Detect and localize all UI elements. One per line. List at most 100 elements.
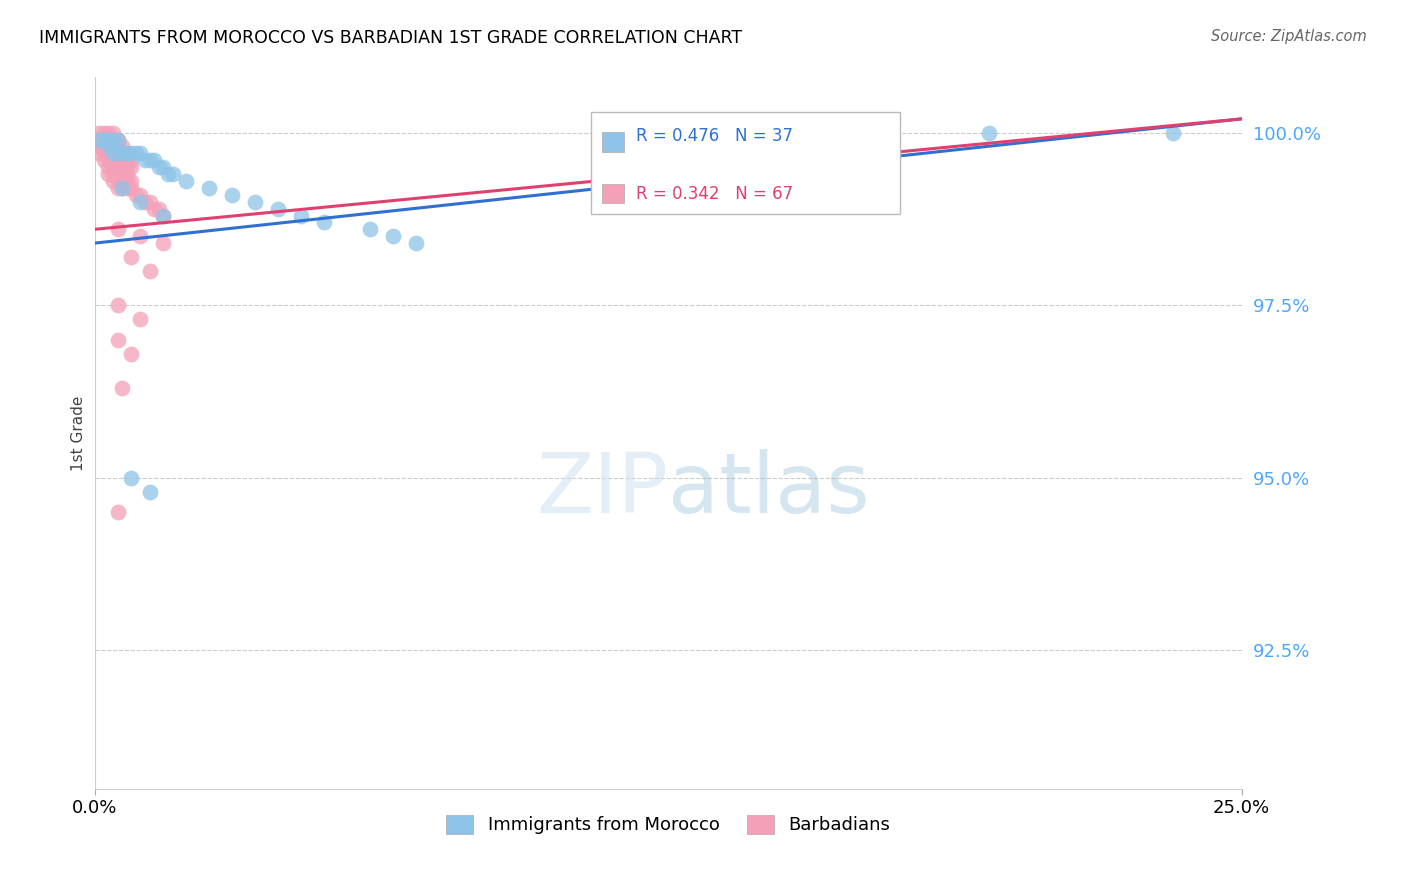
Point (107, 174, 129, 188)
Point (129, 229, 152, 244)
Point (101, 146, 124, 161)
Point (93, 132, 115, 146)
Point (120, 160, 142, 174)
Point (89, 139, 111, 153)
Point (120, 146, 142, 161)
Point (312, 215, 335, 229)
Point (129, 312, 152, 326)
Point (101, 167, 124, 181)
Point (120, 250, 142, 264)
Point (93, 126, 115, 140)
Point (115, 160, 138, 174)
Text: atlas: atlas (668, 450, 870, 531)
Point (111, 181, 134, 195)
Point (97, 160, 120, 174)
Point (107, 505, 129, 519)
Point (405, 236, 427, 251)
Point (111, 139, 134, 153)
Point (97, 146, 120, 161)
Point (115, 146, 138, 161)
Point (101, 126, 124, 140)
Point (290, 209, 312, 223)
Point (138, 264, 160, 278)
Point (97, 139, 120, 153)
Point (115, 153, 138, 168)
Point (120, 174, 142, 188)
Point (97, 132, 120, 146)
Point (138, 153, 160, 168)
Point (101, 153, 124, 168)
Text: IMMIGRANTS FROM MOROCCO VS BARBADIAN 1ST GRADE CORRELATION CHART: IMMIGRANTS FROM MOROCCO VS BARBADIAN 1ST… (39, 29, 742, 46)
Text: R = 0.342   N = 67: R = 0.342 N = 67 (636, 185, 793, 202)
Point (115, 167, 138, 181)
Text: R = 0.476   N = 37: R = 0.476 N = 37 (636, 128, 793, 145)
Point (111, 174, 134, 188)
Point (125, 187, 148, 202)
Point (93, 146, 115, 161)
Point (148, 202, 170, 216)
Point (243, 194, 266, 209)
Point (93, 139, 115, 153)
Point (89, 126, 111, 140)
Point (107, 167, 129, 181)
Point (115, 174, 138, 188)
Point (107, 160, 129, 174)
Point (138, 484, 160, 499)
Point (107, 132, 129, 146)
Point (129, 187, 152, 202)
Point (89, 132, 111, 146)
Point (107, 222, 129, 236)
Point (152, 236, 174, 251)
Point (111, 181, 134, 195)
Point (148, 160, 170, 174)
Legend: Immigrants from Morocco, Barbadians: Immigrants from Morocco, Barbadians (437, 806, 898, 844)
Point (381, 229, 404, 244)
Point (198, 181, 221, 195)
Point (107, 181, 129, 195)
Point (111, 146, 134, 161)
Point (134, 153, 156, 168)
Point (97, 126, 120, 140)
Point (129, 146, 152, 161)
Text: ZIP: ZIP (536, 450, 668, 531)
Point (93, 153, 115, 168)
Point (101, 146, 124, 161)
Point (101, 139, 124, 153)
Point (152, 209, 174, 223)
Point (979, 126, 1001, 140)
Point (143, 153, 166, 168)
Point (107, 153, 129, 168)
Point (111, 146, 134, 161)
Point (125, 146, 148, 161)
Point (176, 174, 198, 188)
Point (107, 298, 129, 312)
Point (152, 209, 174, 223)
Point (101, 160, 124, 174)
Point (97, 167, 120, 181)
Point (89, 132, 111, 146)
Text: Source: ZipAtlas.com: Source: ZipAtlas.com (1211, 29, 1367, 44)
Point (111, 167, 134, 181)
Point (143, 202, 166, 216)
Point (107, 146, 129, 161)
Point (107, 333, 129, 347)
Point (97, 132, 120, 146)
Y-axis label: 1st Grade: 1st Grade (72, 395, 86, 471)
Point (156, 167, 179, 181)
Point (359, 222, 381, 236)
Point (120, 153, 142, 168)
Point (107, 139, 129, 153)
Point (162, 167, 184, 181)
Point (101, 132, 124, 146)
Point (1161, 126, 1184, 140)
Point (107, 132, 129, 146)
Point (111, 160, 134, 174)
Point (111, 381, 134, 395)
Point (129, 194, 152, 209)
Point (134, 194, 156, 209)
Point (115, 181, 138, 195)
Point (115, 146, 138, 161)
Point (221, 187, 243, 202)
Point (101, 174, 124, 188)
Point (120, 471, 142, 485)
